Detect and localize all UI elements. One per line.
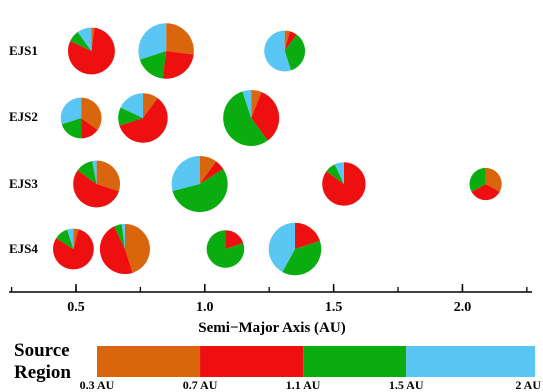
legend-tick-labels: 0.3 AU 0.7 AU 1.1 AU 1.5 AU 2 AU: [80, 378, 542, 392]
legend-tick-label: 0.7 AU: [183, 378, 218, 392]
legend-title-line2: Region: [14, 362, 71, 383]
pie-slice-ejs1-3-2: [284, 31, 297, 51]
pie-slice-ejs2-2-1: [142, 93, 158, 118]
pie-slice-ejs3-2-3: [172, 168, 228, 213]
pie-slice-ejs2-1-3: [61, 118, 82, 139]
pie-slice-ejs2-3-3: [223, 91, 268, 146]
legend-swatch-1: [97, 346, 201, 377]
pie-slice-ejs2-1-2: [81, 118, 98, 139]
pie-slice-ejs3-1-2: [73, 170, 119, 208]
pie-slice-ejs1-3-3: [284, 34, 306, 71]
pie-ejs3-2: [171, 156, 228, 213]
pie-slice-ejs4-1-3: [56, 229, 74, 249]
pie-slice-ejs4-1-4: [67, 228, 74, 249]
pie-slice-ejs3-1-1: [96, 160, 121, 192]
pie-slice-ejs2-3-1: [251, 90, 262, 118]
pie-slice-ejs2-3-2: [251, 91, 280, 141]
pie-slice-ejs2-2-4: [120, 93, 143, 118]
x-tick-label: 0.5: [67, 300, 85, 315]
pie-slice-ejs3-3-2: [322, 162, 366, 206]
pie-ejs4-2: [99, 223, 150, 275]
pie-slice-ejs2-3-4: [242, 90, 252, 118]
pie-slice-ejs1-3-1: [284, 30, 290, 51]
x-tick-label: 1.0: [196, 300, 214, 315]
pie-ejs3-1: [73, 160, 121, 208]
pie-slice-ejs4-4-4: [268, 222, 295, 273]
legend-tick-label: 1.1 AU: [286, 378, 321, 392]
legend-tick-label: 2 AU: [515, 378, 541, 392]
pie-ejs1-2: [138, 23, 194, 79]
pie-slice-ejs3-2-1: [199, 156, 217, 184]
row-labels: EJS1 EJS2 EJS3 EJS4: [9, 43, 38, 256]
pie-ejs4-1: [53, 228, 94, 270]
legend-color-bar: [97, 346, 535, 377]
legend-tick-label: 0.3 AU: [80, 378, 115, 392]
pie-ejs4-4: [268, 222, 322, 276]
pie-slice-ejs3-3-3: [326, 164, 344, 184]
pie-slice-ejs1-2-3: [139, 51, 167, 79]
pie-slice-ejs1-1-4: [77, 27, 92, 51]
pie-markers: [53, 23, 502, 276]
pie-ejs1-3: [264, 30, 306, 72]
pie-slice-ejs3-1-3: [77, 160, 97, 184]
pie-slice-ejs4-1-2: [53, 229, 94, 270]
pie-slice-ejs3-4-2: [471, 184, 500, 201]
pie-slice-ejs3-2-2: [199, 161, 224, 184]
pie-slice-ejs1-1-3: [70, 32, 92, 51]
legend-swatch-3: [303, 346, 407, 377]
pie-slice-ejs4-3-3: [206, 230, 245, 268]
pie-slice-ejs3-4-3: [469, 167, 486, 192]
pie-slice-ejs4-2-4: [121, 223, 125, 249]
pie-slice-ejs1-1-2: [68, 27, 115, 75]
row-label-ejs2: EJS2: [9, 109, 38, 124]
pie-slice-ejs4-2-2: [99, 226, 133, 275]
row-label-ejs4: EJS4: [9, 241, 38, 256]
pie-slice-ejs4-2-3: [114, 224, 125, 249]
pie-slice-ejs4-4-3: [282, 240, 322, 276]
legend-swatch-2: [200, 346, 304, 377]
legend-tick-label: 1.5 AU: [389, 378, 424, 392]
pie-ejs1-1: [68, 27, 115, 75]
pie-ejs2-1: [60, 97, 102, 139]
legend-title-line1: Source: [14, 340, 70, 361]
x-axis-ticks: 0.5 1.0 1.5 2.0: [10, 284, 528, 315]
pie-slice-ejs2-1-1: [81, 97, 102, 130]
row-label-ejs3: EJS3: [9, 176, 38, 191]
pie-ejs3-3: [322, 162, 366, 206]
pie-slice-ejs4-3-2: [225, 230, 244, 249]
pie-slice-ejs4-1-1: [73, 228, 79, 249]
source-region-legend: Source Region 0.3 AU 0.7 AU 1.1 AU 1.5 AU 2 …: [14, 340, 541, 392]
pie-slice-ejs2-2-2: [119, 97, 168, 143]
pie-slice-ejs3-3-4: [334, 162, 344, 184]
pie-ejs2-3: [223, 90, 280, 146]
pie-slice-ejs4-4-2: [294, 222, 320, 249]
pie-slice-ejs2-2-3: [118, 107, 143, 126]
pie-slice-ejs1-1-1: [91, 27, 95, 51]
pie-slice-ejs4-2-1: [124, 223, 150, 273]
pie-slice-ejs3-4-1: [485, 167, 502, 192]
pie-slice-ejs1-2-4: [138, 23, 167, 60]
pie-ejs2-2: [118, 93, 168, 143]
pie-slice-ejs1-2-2: [162, 51, 194, 79]
row-label-ejs1: EJS1: [9, 43, 38, 58]
x-tick-label: 2.0: [454, 300, 472, 315]
x-axis-title: Semi−Major Axis (AU): [198, 320, 345, 336]
pie-ejs4-3: [206, 230, 245, 268]
x-tick-label: 1.5: [325, 300, 343, 315]
pie-slice-ejs2-1-4: [60, 97, 82, 125]
pie-ejs3-4: [469, 167, 502, 201]
pie-slice-ejs1-2-1: [166, 23, 194, 55]
pie-slice-ejs3-2-4: [171, 156, 200, 191]
legend-swatch-4: [406, 346, 535, 377]
pie-slice-ejs1-3-4: [264, 30, 291, 72]
pie-slice-ejs3-1-4: [92, 160, 97, 184]
